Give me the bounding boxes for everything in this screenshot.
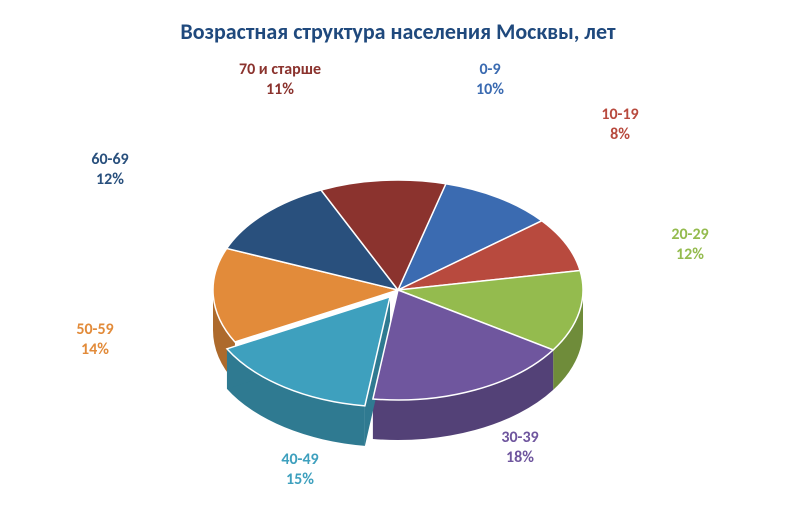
slice-label-category: 10-19 — [560, 105, 680, 125]
slice-label-percent: 12% — [630, 245, 750, 265]
slice-label: 20-2912% — [630, 225, 750, 265]
slice-label: 40-4915% — [240, 450, 360, 490]
slice-label-percent: 10% — [430, 80, 550, 100]
slice-label-percent: 12% — [50, 170, 170, 190]
slice-label-category: 0-9 — [430, 60, 550, 80]
slice-label-category: 70 и старше — [220, 60, 340, 80]
slice-label-percent: 14% — [35, 340, 155, 360]
slice-label-percent: 11% — [220, 80, 340, 100]
slice-label-category: 50-59 — [35, 320, 155, 340]
pie-chart — [0, 80, 796, 520]
slice-label: 10-198% — [560, 105, 680, 145]
slice-label: 0-910% — [430, 60, 550, 100]
slice-label: 70 и старше11% — [220, 60, 340, 100]
slice-label: 30-3918% — [460, 428, 580, 468]
slice-label-category: 40-49 — [240, 450, 360, 470]
slice-label-percent: 8% — [560, 125, 680, 145]
slice-label-percent: 18% — [460, 448, 580, 468]
chart-title: Возрастная структура населения Москвы, л… — [0, 18, 796, 45]
slice-label: 50-5914% — [35, 320, 155, 360]
slice-label-category: 60-69 — [50, 150, 170, 170]
slice-label: 60-6912% — [50, 150, 170, 190]
slice-label-category: 20-29 — [630, 225, 750, 245]
slice-label-category: 30-39 — [460, 428, 580, 448]
slice-label-percent: 15% — [240, 470, 360, 490]
